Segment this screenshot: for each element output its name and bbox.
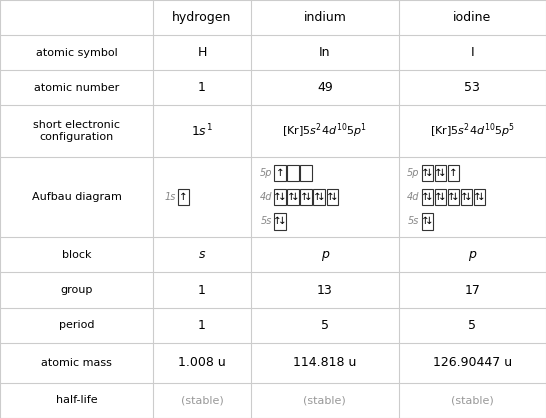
Bar: [474, 189, 485, 205]
Text: ↑: ↑: [300, 192, 308, 202]
Text: ↓: ↓: [425, 168, 434, 178]
Text: ↓: ↓: [477, 192, 486, 202]
Bar: [448, 189, 459, 205]
Bar: [327, 189, 338, 205]
Text: 5p: 5p: [259, 168, 272, 178]
Text: 5s: 5s: [408, 216, 419, 226]
Text: ↑: ↑: [275, 168, 284, 178]
Text: ↓: ↓: [438, 168, 447, 178]
Text: ↑: ↑: [447, 192, 456, 202]
Text: 126.90447 u: 126.90447 u: [433, 356, 512, 370]
Text: 114.818 u: 114.818 u: [293, 356, 357, 370]
Text: ↓: ↓: [330, 192, 339, 202]
Text: (stable): (stable): [304, 395, 346, 405]
Text: 1: 1: [198, 319, 206, 332]
Bar: [300, 165, 312, 181]
Text: ↓: ↓: [438, 192, 447, 202]
Text: ↑: ↑: [460, 192, 469, 202]
Text: 4d: 4d: [407, 192, 419, 202]
Text: ↓: ↓: [425, 216, 434, 226]
Text: (stable): (stable): [181, 395, 223, 405]
Text: ↓: ↓: [290, 192, 299, 202]
Bar: [422, 213, 433, 229]
Text: ↓: ↓: [317, 192, 325, 202]
Text: 1.008 u: 1.008 u: [178, 356, 226, 370]
Text: $[\mathrm{Kr}]5s^{2}4d^{10}5p^{1}$: $[\mathrm{Kr}]5s^{2}4d^{10}5p^{1}$: [282, 122, 367, 140]
Text: atomic mass: atomic mass: [41, 358, 112, 368]
Text: 49: 49: [317, 82, 333, 94]
Text: ↓: ↓: [277, 192, 286, 202]
Text: ↓: ↓: [464, 192, 473, 202]
Bar: [422, 189, 433, 205]
Text: 13: 13: [317, 283, 333, 296]
Text: period: period: [58, 320, 94, 330]
Text: 5s: 5s: [260, 216, 272, 226]
Bar: [274, 213, 286, 229]
Text: ↑: ↑: [421, 192, 430, 202]
Text: ↓: ↓: [451, 192, 460, 202]
Text: ↑: ↑: [326, 192, 335, 202]
Text: p: p: [468, 248, 476, 261]
Text: half-life: half-life: [56, 395, 97, 405]
Text: ↑: ↑: [287, 192, 295, 202]
Text: ↑: ↑: [274, 216, 282, 226]
Text: ↑: ↑: [421, 168, 430, 178]
Text: block: block: [62, 250, 91, 260]
Text: atomic number: atomic number: [34, 83, 119, 93]
Bar: [448, 165, 459, 181]
Text: 17: 17: [464, 283, 480, 296]
Text: 4d: 4d: [259, 192, 272, 202]
Bar: [287, 165, 299, 181]
Text: ↑: ↑: [473, 192, 482, 202]
Text: 1: 1: [198, 283, 206, 296]
Text: 5p: 5p: [407, 168, 419, 178]
Text: 1s: 1s: [165, 192, 176, 202]
Text: ↓: ↓: [304, 192, 312, 202]
Bar: [274, 165, 286, 181]
Text: atomic symbol: atomic symbol: [35, 48, 117, 58]
Bar: [178, 189, 189, 205]
Text: p: p: [321, 248, 329, 261]
Text: H: H: [197, 46, 207, 59]
Text: short electronic
configuration: short electronic configuration: [33, 120, 120, 142]
Text: indium: indium: [304, 11, 346, 24]
Text: ↑: ↑: [274, 192, 282, 202]
Text: ↓: ↓: [425, 192, 434, 202]
Bar: [287, 189, 299, 205]
Text: I: I: [471, 46, 474, 59]
Text: 5: 5: [468, 319, 476, 332]
Bar: [461, 189, 472, 205]
Text: Aufbau diagram: Aufbau diagram: [32, 192, 121, 202]
Text: ↑: ↑: [313, 192, 322, 202]
Text: ↑: ↑: [421, 216, 430, 226]
Text: ↑: ↑: [179, 192, 188, 202]
Text: In: In: [319, 46, 331, 59]
Text: $1s^{1}$: $1s^{1}$: [191, 123, 213, 140]
Text: iodine: iodine: [453, 11, 491, 24]
Text: ↓: ↓: [277, 216, 286, 226]
Text: 53: 53: [464, 82, 480, 94]
Text: 1: 1: [198, 82, 206, 94]
Text: group: group: [60, 285, 93, 295]
Text: 5: 5: [321, 319, 329, 332]
Bar: [313, 189, 325, 205]
Bar: [300, 189, 312, 205]
Text: ↑: ↑: [434, 168, 443, 178]
Text: (stable): (stable): [451, 395, 494, 405]
Text: $[\mathrm{Kr}]5s^{2}4d^{10}5p^{5}$: $[\mathrm{Kr}]5s^{2}4d^{10}5p^{5}$: [430, 122, 515, 140]
Bar: [435, 165, 446, 181]
Bar: [274, 189, 286, 205]
Text: ↑: ↑: [449, 168, 458, 178]
Text: s: s: [199, 248, 205, 261]
Bar: [422, 165, 433, 181]
Bar: [435, 189, 446, 205]
Text: hydrogen: hydrogen: [173, 11, 232, 24]
Text: ↑: ↑: [434, 192, 443, 202]
